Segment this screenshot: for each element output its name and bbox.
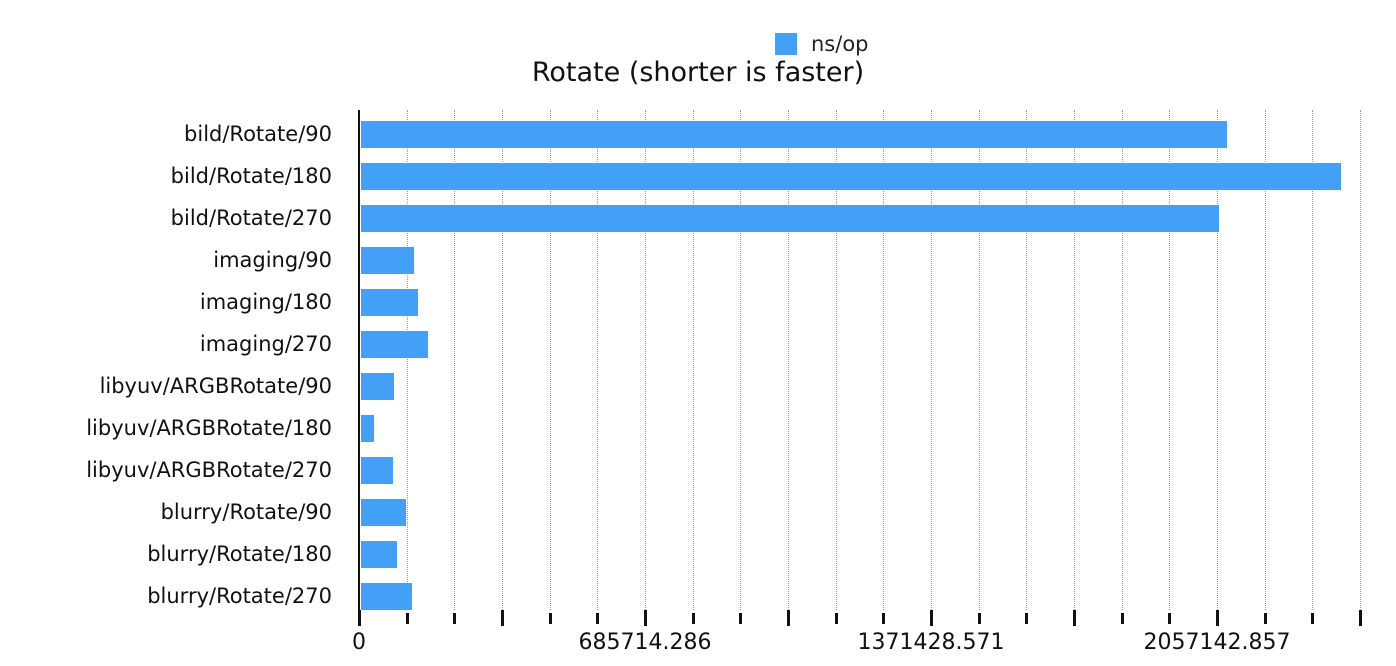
x-axis-tick xyxy=(978,613,981,624)
category-label: bild/Rotate/90 xyxy=(184,122,332,146)
y-axis-line xyxy=(358,110,360,625)
x-axis-tick xyxy=(1073,610,1076,626)
x-axis-tick xyxy=(644,610,647,626)
x-axis-tick xyxy=(453,613,456,624)
x-axis-tick xyxy=(882,613,885,624)
legend-swatch xyxy=(775,33,797,55)
bar[interactable] xyxy=(361,247,414,274)
x-axis-tick xyxy=(1264,613,1267,624)
category-label: blurry/Rotate/90 xyxy=(160,500,332,524)
bar[interactable] xyxy=(361,163,1341,190)
bar[interactable] xyxy=(361,583,412,610)
x-axis-tick xyxy=(406,613,409,624)
bar[interactable] xyxy=(361,121,1227,148)
bar[interactable] xyxy=(361,499,406,526)
x-axis-tick xyxy=(1121,613,1124,624)
category-label: blurry/Rotate/180 xyxy=(147,542,332,566)
gridline xyxy=(502,110,503,610)
x-axis-tick-label: 685714.286 xyxy=(578,630,712,655)
gridline xyxy=(1265,110,1266,610)
gridline xyxy=(407,110,408,610)
gridline xyxy=(1217,110,1218,610)
x-axis-tick xyxy=(1359,610,1362,626)
x-axis-tick-label: 1371428.571 xyxy=(857,630,1005,655)
gridline xyxy=(740,110,741,610)
gridline xyxy=(1074,110,1075,610)
gridline xyxy=(645,110,646,610)
gridline xyxy=(1169,110,1170,610)
category-label: libyuv/ARGBRotate/270 xyxy=(86,458,332,482)
bar[interactable] xyxy=(361,205,1219,232)
x-axis-tick xyxy=(596,613,599,624)
gridline xyxy=(1360,110,1361,610)
bar[interactable] xyxy=(361,541,397,568)
x-axis-tick xyxy=(930,610,933,626)
x-axis-tick xyxy=(835,613,838,624)
gridline xyxy=(883,110,884,610)
x-axis-tick xyxy=(1216,610,1219,626)
bar[interactable] xyxy=(361,373,394,400)
x-axis-tick xyxy=(358,610,361,626)
category-label: blurry/Rotate/270 xyxy=(147,584,332,608)
bar[interactable] xyxy=(361,289,418,316)
gridline xyxy=(693,110,694,610)
chart-title: Rotate (shorter is faster) xyxy=(531,57,865,88)
gridline xyxy=(1026,110,1027,610)
bar[interactable] xyxy=(361,415,374,442)
gridline xyxy=(597,110,598,610)
x-axis-tick xyxy=(692,613,695,624)
x-axis-tick xyxy=(549,613,552,624)
legend: ns/op xyxy=(775,30,869,58)
gridline xyxy=(931,110,932,610)
category-label: bild/Rotate/270 xyxy=(170,206,332,230)
x-axis-tick xyxy=(501,610,504,626)
x-axis-tick-label: 2057142.857 xyxy=(1143,630,1291,655)
gridline xyxy=(836,110,837,610)
x-axis-tick xyxy=(787,610,790,626)
category-label: imaging/180 xyxy=(199,290,332,314)
category-label: bild/Rotate/180 xyxy=(170,164,332,188)
legend-label: ns/op xyxy=(811,32,869,56)
bar[interactable] xyxy=(361,331,428,358)
x-axis-tick-label: 0 xyxy=(352,630,366,655)
gridline xyxy=(550,110,551,610)
gridline xyxy=(979,110,980,610)
category-label: imaging/270 xyxy=(199,332,332,356)
x-axis-tick xyxy=(1025,613,1028,624)
gridline xyxy=(454,110,455,610)
gridline xyxy=(788,110,789,610)
gridline xyxy=(1122,110,1123,610)
bar[interactable] xyxy=(361,457,393,484)
category-label: libyuv/ARGBRotate/180 xyxy=(86,416,332,440)
x-axis-tick xyxy=(739,613,742,624)
gridline xyxy=(1312,110,1313,610)
x-axis-tick xyxy=(1168,613,1171,624)
category-label: imaging/90 xyxy=(213,248,332,272)
x-axis-tick xyxy=(1311,613,1314,624)
category-label: libyuv/ARGBRotate/90 xyxy=(99,374,332,398)
